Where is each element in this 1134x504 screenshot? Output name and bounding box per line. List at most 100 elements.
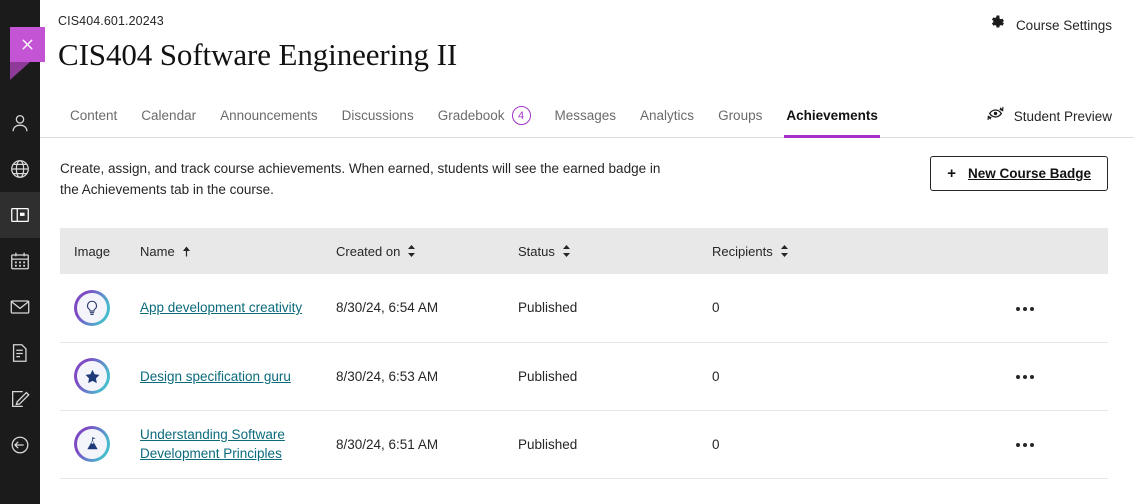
column-label: Created on bbox=[336, 243, 401, 259]
student-preview-button[interactable]: Student Preview bbox=[986, 94, 1112, 138]
calendar-icon bbox=[9, 250, 31, 272]
cell-recipients: 0 bbox=[698, 410, 998, 479]
table-row: Understanding Software Development Princ… bbox=[60, 410, 1109, 479]
tab-list: Content Calendar Announcements Discussio… bbox=[58, 94, 890, 138]
rail-item-institution[interactable] bbox=[0, 146, 40, 192]
kebab-menu-icon[interactable] bbox=[1012, 437, 1038, 453]
student-preview-label: Student Preview bbox=[1013, 108, 1112, 124]
column-label: Recipients bbox=[712, 243, 773, 259]
gear-icon bbox=[990, 14, 1007, 36]
gradebook-count-badge: 4 bbox=[511, 106, 531, 125]
courses-icon bbox=[9, 204, 31, 226]
rail-item-tools[interactable] bbox=[0, 376, 40, 422]
column-header-image: Image bbox=[60, 228, 126, 274]
badge-name-link[interactable]: App development creativity bbox=[140, 300, 303, 316]
kebab-menu-icon[interactable] bbox=[1012, 301, 1038, 317]
badge-name-link[interactable]: Understanding Software Development Princ… bbox=[140, 427, 285, 461]
tab-label: Groups bbox=[718, 108, 763, 123]
tab-content[interactable]: Content bbox=[58, 94, 129, 138]
tab-label: Analytics bbox=[640, 108, 695, 123]
kebab-menu-icon[interactable] bbox=[1012, 369, 1038, 385]
table-body: App development creativity 8/30/24, 6:54… bbox=[60, 274, 1109, 479]
tab-achievements[interactable]: Achievements bbox=[774, 94, 890, 138]
sort-both-icon bbox=[562, 245, 571, 257]
tab-label: Content bbox=[70, 108, 118, 123]
globe-icon bbox=[9, 158, 31, 180]
cell-actions bbox=[998, 274, 1109, 343]
course-panel: CIS404.601.20243 CIS404 Software Enginee… bbox=[40, 0, 1134, 504]
tab-messages[interactable]: Messages bbox=[543, 94, 629, 138]
rail-item-calendar[interactable] bbox=[0, 238, 40, 284]
cell-image bbox=[60, 410, 126, 479]
close-icon bbox=[19, 36, 36, 53]
grades-icon bbox=[9, 342, 31, 364]
cell-created-on: 8/30/24, 6:53 AM bbox=[322, 342, 504, 411]
tab-analytics[interactable]: Analytics bbox=[628, 94, 706, 138]
mountain-flag-badge-icon bbox=[74, 426, 110, 462]
cell-status: Published bbox=[504, 274, 698, 343]
intro-text: Create, assign, and track course achieve… bbox=[60, 161, 661, 197]
cell-actions bbox=[998, 342, 1109, 411]
preview-eye-icon bbox=[986, 105, 1005, 127]
cell-name: Understanding Software Development Princ… bbox=[126, 410, 322, 479]
tab-label: Discussions bbox=[341, 108, 414, 123]
close-chip-tail bbox=[10, 62, 30, 80]
table-row: App development creativity 8/30/24, 6:54… bbox=[60, 274, 1109, 343]
tab-gradebook[interactable]: Gradebook 4 bbox=[426, 94, 543, 138]
rail-item-profile[interactable] bbox=[0, 100, 40, 146]
table-header: Image Name bbox=[60, 228, 1109, 274]
tab-label: Gradebook bbox=[437, 108, 505, 123]
sort-asc-icon bbox=[182, 246, 191, 257]
cell-name: App development creativity bbox=[126, 274, 322, 343]
new-course-badge-button[interactable]: + New Course Badge bbox=[930, 156, 1108, 191]
achievements-content: Create, assign, and track course achieve… bbox=[40, 138, 1134, 200]
cell-actions bbox=[998, 410, 1109, 479]
table-row: Design specification guru 8/30/24, 6:53 … bbox=[60, 342, 1109, 411]
cell-name: Design specification guru bbox=[126, 342, 322, 411]
column-header-name[interactable]: Name bbox=[126, 228, 322, 274]
page-title: CIS404 Software Engineering II bbox=[58, 37, 458, 72]
rail-item-grades[interactable] bbox=[0, 330, 40, 376]
tab-groups[interactable]: Groups bbox=[706, 94, 774, 138]
rail-item-messages[interactable] bbox=[0, 284, 40, 330]
envelope-icon bbox=[9, 296, 31, 318]
sign-out-icon bbox=[9, 434, 31, 456]
column-header-recipients[interactable]: Recipients bbox=[698, 228, 1109, 274]
person-icon bbox=[9, 112, 31, 134]
course-header: CIS404.601.20243 CIS404 Software Enginee… bbox=[40, 0, 1134, 94]
pencil-square-icon bbox=[9, 388, 31, 410]
cell-image bbox=[60, 342, 126, 411]
tab-label: Announcements bbox=[220, 108, 318, 123]
new-course-badge-label: New Course Badge bbox=[967, 166, 1091, 181]
cell-created-on: 8/30/24, 6:51 AM bbox=[322, 410, 504, 479]
sort-both-icon bbox=[780, 245, 789, 257]
global-nav-rail bbox=[0, 0, 40, 504]
plus-icon: + bbox=[947, 165, 956, 182]
cell-status: Published bbox=[504, 410, 698, 479]
close-course-button[interactable] bbox=[10, 27, 45, 62]
course-settings-label: Course Settings bbox=[1015, 17, 1112, 33]
cell-status: Published bbox=[504, 342, 698, 411]
tab-discussions[interactable]: Discussions bbox=[330, 94, 426, 138]
sort-both-icon bbox=[407, 245, 416, 257]
lightbulb-badge-icon bbox=[74, 289, 110, 326]
cell-image bbox=[60, 274, 126, 343]
column-label: Name bbox=[140, 243, 175, 259]
cell-created-on: 8/30/24, 6:54 AM bbox=[322, 274, 504, 343]
column-label: Image bbox=[74, 243, 111, 259]
tab-calendar[interactable]: Calendar bbox=[129, 94, 208, 138]
table-header-row: Image Name bbox=[60, 228, 1109, 274]
column-label: Status bbox=[518, 243, 555, 259]
rail-item-sign-out[interactable] bbox=[0, 422, 40, 468]
rail-icon-list bbox=[0, 100, 40, 468]
cell-recipients: 0 bbox=[698, 342, 998, 411]
badge-name-link[interactable]: Design specification guru bbox=[140, 368, 291, 384]
badges-table: Image Name bbox=[60, 228, 1109, 479]
column-header-created-on[interactable]: Created on bbox=[322, 228, 504, 274]
course-code: CIS404.601.20243 bbox=[58, 14, 164, 28]
rail-item-courses[interactable] bbox=[0, 192, 40, 238]
course-settings-button[interactable]: Course Settings bbox=[990, 14, 1112, 36]
column-header-status[interactable]: Status bbox=[504, 228, 698, 274]
tab-announcements[interactable]: Announcements bbox=[208, 94, 330, 138]
